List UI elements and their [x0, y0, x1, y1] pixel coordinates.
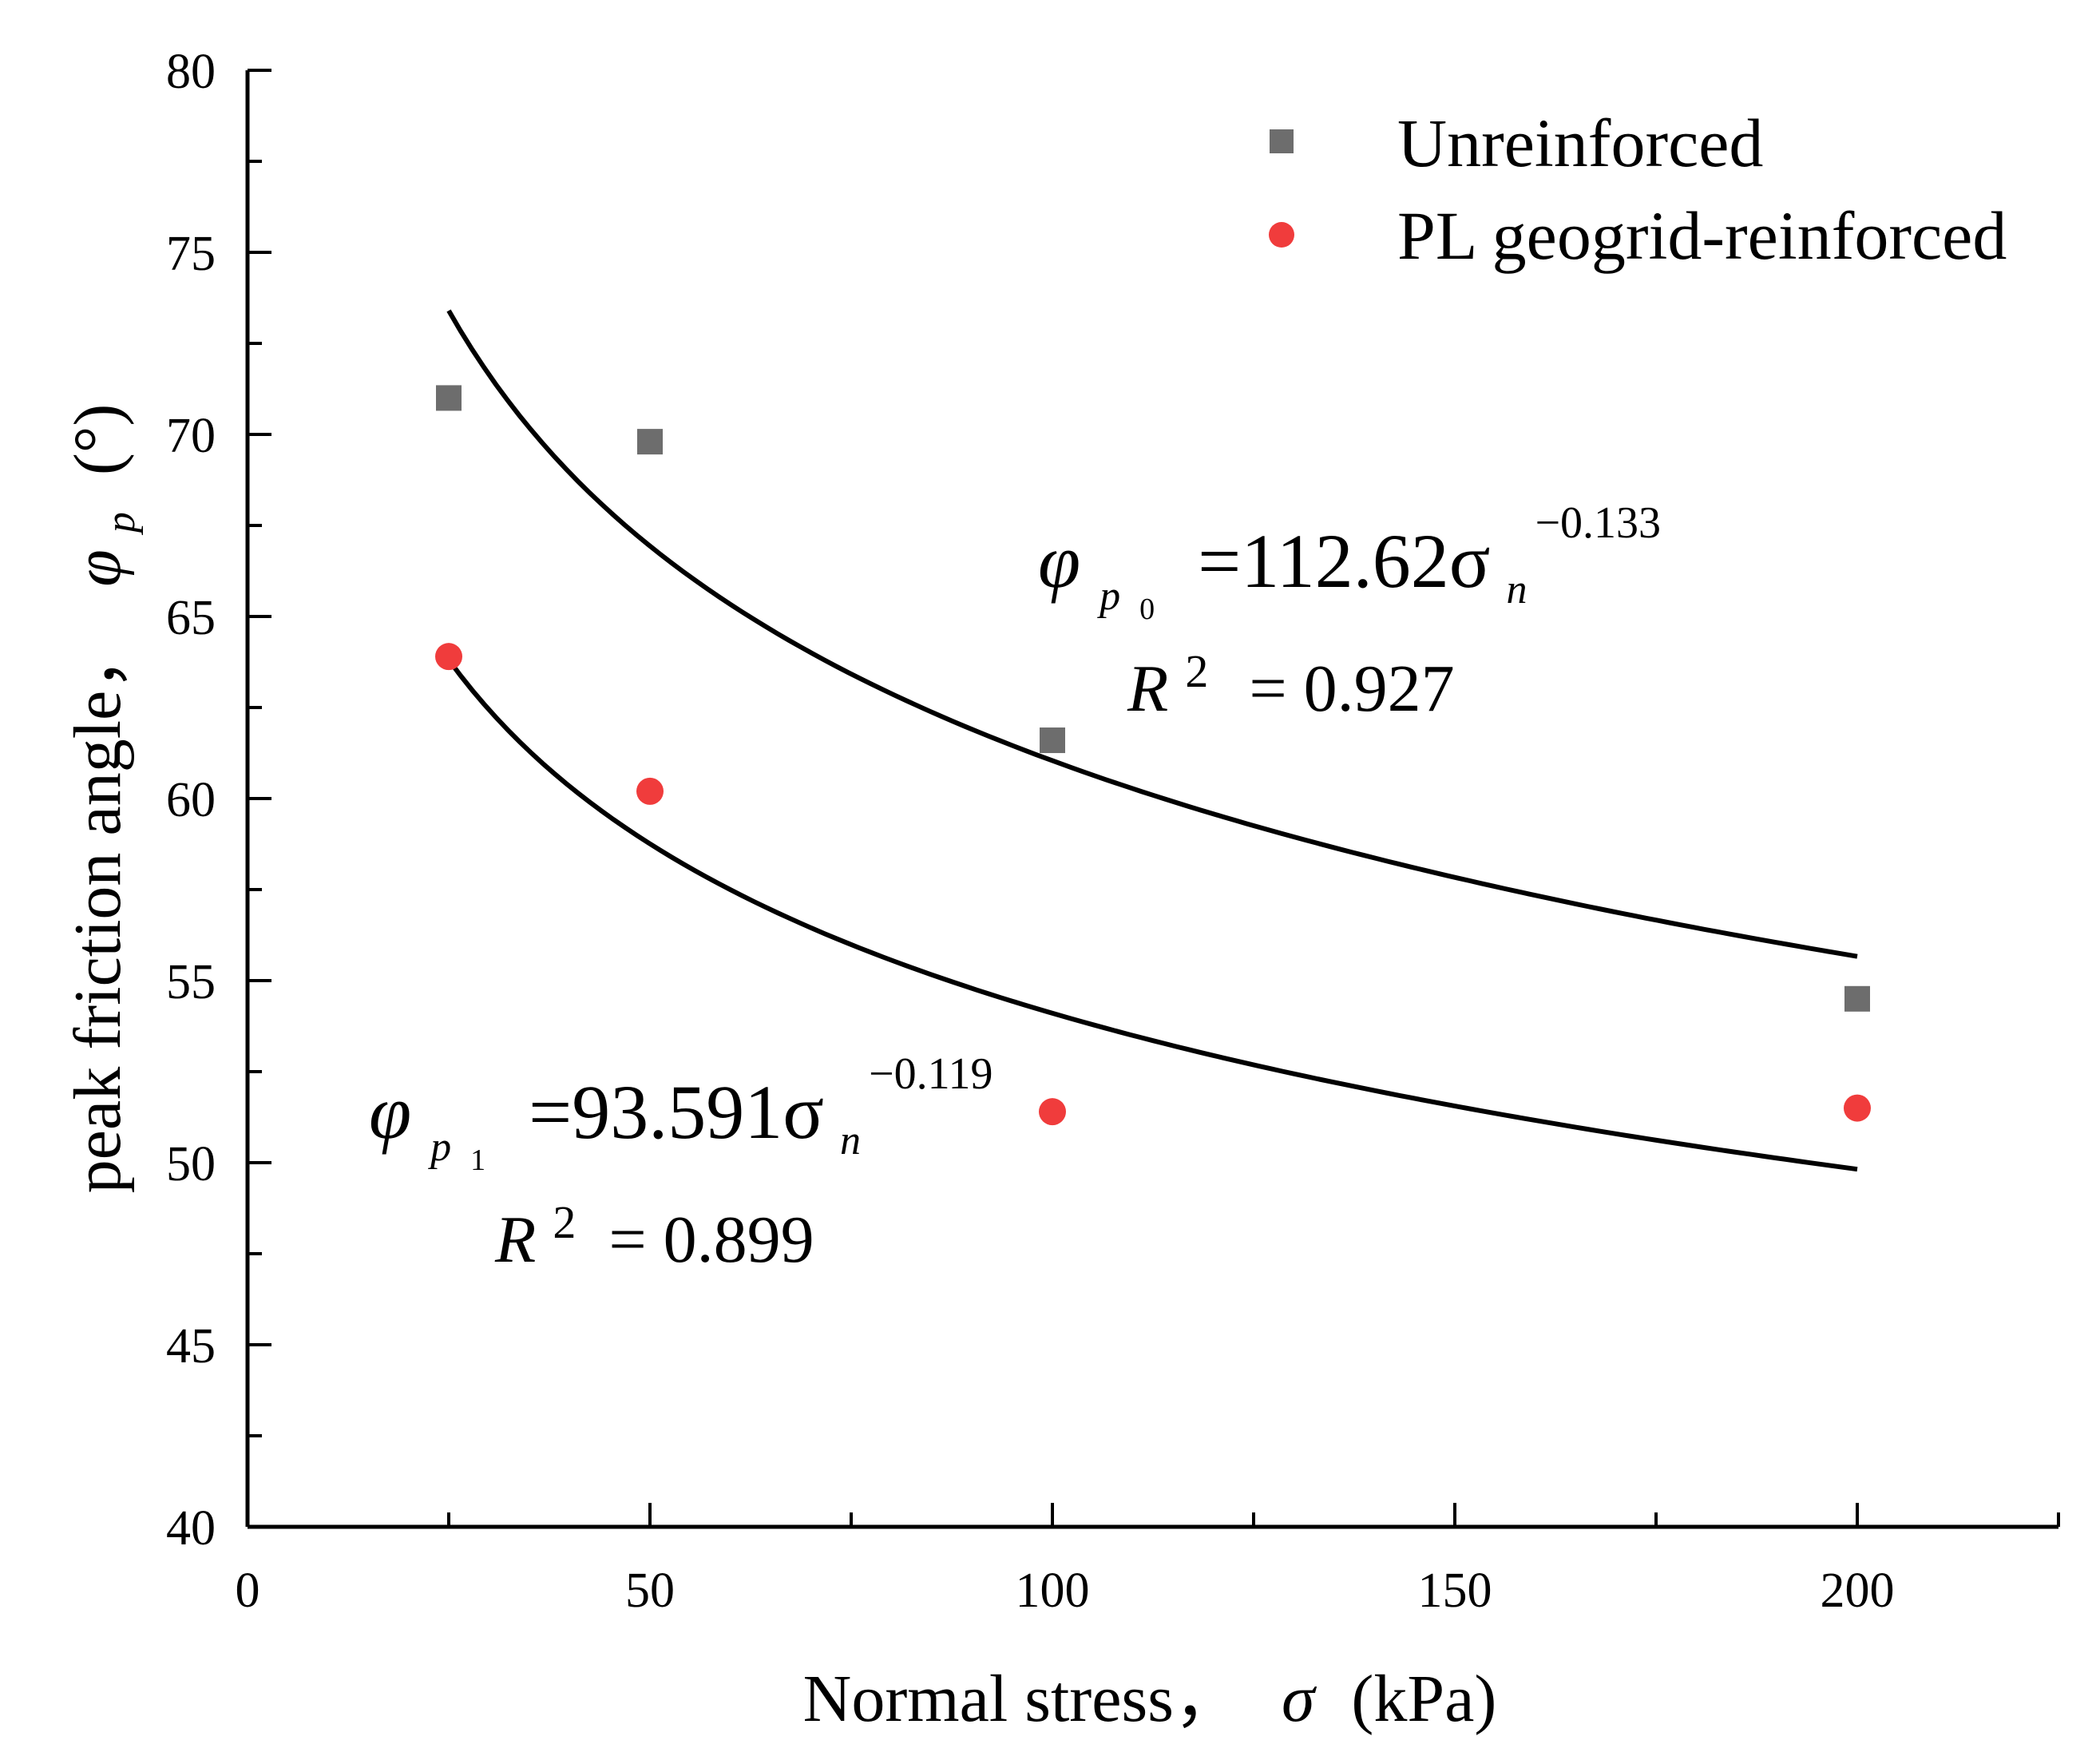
eq1-r2-sup: 2 [553, 1196, 576, 1248]
fit-equation-pl-geogrid: φ p 1 =93.591σ n −0.119 R 2 = 0.899 [369, 1049, 993, 1277]
legend-marker-unreinforced [1270, 129, 1294, 153]
y-axis-title-symbol: φ [61, 549, 135, 586]
y-axis-ticks: 40 45 50 55 60 65 70 75 80 [166, 45, 271, 1556]
eq0-rhs: =112.62σ [1198, 518, 1490, 604]
point-unreinforced [1040, 727, 1065, 754]
eq1-lhs: φ [369, 1069, 411, 1155]
y-tick-label: 50 [166, 1137, 216, 1191]
fit-curve-0 [446, 309, 1858, 959]
y-tick-label: 60 [166, 773, 216, 827]
eq1-r2-label: R [494, 1203, 536, 1277]
fit-equation-unreinforced-formula: φ p 0 =112.62σ n −0.133 [1038, 498, 1661, 636]
y-tick-label: 65 [166, 591, 216, 645]
point-pl-geogrid [636, 777, 664, 805]
point-pl-geogrid [1844, 1094, 1871, 1122]
x-axis-title: Normal stress， σ (kPa) [803, 1662, 1497, 1736]
point-unreinforced [637, 429, 663, 455]
eq0-sub-index: 0 [1139, 593, 1155, 626]
eq1-r2-value: = 0.899 [608, 1203, 814, 1277]
x-tick-label: 100 [1016, 1564, 1090, 1618]
y-axis-title-subscript: p [98, 512, 144, 536]
eq1-sub-index: 1 [470, 1144, 485, 1177]
legend-marker-pl-geogrid [1269, 222, 1294, 248]
legend: Unreinforced PL geogrid-reinforced [1269, 105, 2007, 274]
eq1-var-sub: n [840, 1118, 861, 1163]
point-pl-geogrid [1039, 1098, 1066, 1126]
x-axis-title-text: Normal stress， [803, 1662, 1241, 1736]
y-axis-title: peak friction angle， φ p (°) [61, 404, 149, 1194]
legend-label-unreinforced: Unreinforced [1397, 105, 1763, 181]
eq0-sub: p [1096, 573, 1120, 619]
fit-curves [446, 309, 1858, 1172]
fit-equation-unreinforced: φ p 0 =112.62σ n −0.133 R 2 = 0.927 [1038, 498, 1661, 726]
fit-curve-1 [446, 658, 1858, 1172]
eq0-r2-value: = 0.927 [1249, 652, 1454, 726]
eq0-var-sub: n [1506, 567, 1527, 612]
eq0-r2-label: R [1127, 652, 1168, 726]
eq1-sub: p [427, 1124, 451, 1170]
point-unreinforced [436, 385, 462, 411]
y-tick-label: 70 [166, 409, 216, 463]
y-axis-title-unit: (°) [61, 404, 135, 476]
eq0-lhs: φ [1038, 518, 1080, 604]
eq1-exponent: −0.119 [869, 1049, 993, 1099]
fit-r2-pl-geogrid: R 2 = 0.899 [494, 1179, 814, 1277]
x-tick-label: 50 [625, 1564, 675, 1618]
legend-label-pl-geogrid: PL geogrid-reinforced [1397, 197, 2007, 274]
x-tick-label: 0 [236, 1564, 260, 1618]
x-axis-title-unit: (kPa) [1351, 1662, 1496, 1736]
fit-r2-unreinforced: R 2 = 0.927 [1127, 628, 1455, 726]
y-tick-label: 55 [166, 955, 216, 1009]
x-tick-label: 150 [1418, 1564, 1492, 1618]
x-tick-label: 200 [1821, 1564, 1895, 1618]
eq0-r2-sup: 2 [1185, 645, 1208, 697]
y-tick-label: 75 [166, 227, 216, 281]
fit-equation-pl-geogrid-formula: φ p 1 =93.591σ n −0.119 [369, 1049, 993, 1187]
x-axis-title-symbol: σ [1282, 1662, 1317, 1736]
x-axis-ticks: 0 50 100 150 200 [236, 1503, 2060, 1618]
data-points [435, 385, 1871, 1126]
point-pl-geogrid [435, 643, 462, 671]
y-tick-label: 45 [166, 1319, 216, 1373]
y-tick-label: 40 [166, 1501, 216, 1556]
point-unreinforced [1844, 985, 1870, 1012]
axes: 0 50 100 150 200 40 45 50 55 60 65 70 75 80 [166, 45, 2060, 1618]
eq1-rhs: =93.591σ [529, 1069, 824, 1155]
y-tick-label: 80 [166, 45, 216, 99]
y-axis-title-text: peak friction angle， [61, 624, 135, 1194]
eq0-exponent: −0.133 [1535, 498, 1661, 548]
